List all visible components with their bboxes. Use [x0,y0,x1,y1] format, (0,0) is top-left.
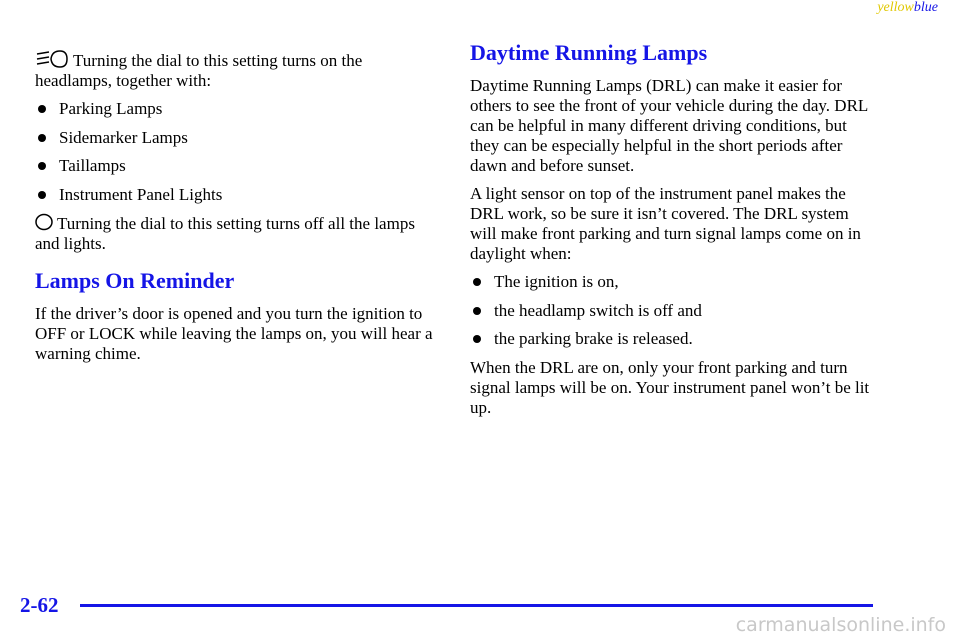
right-bullets: The ignition is on, the headlamp switch … [470,272,870,349]
intro-paragraph: Turning the dial to this setting turns o… [35,50,435,91]
right-column: Daytime Running Lamps Daytime Running La… [470,40,870,426]
paragraph: A light sensor on top of the instrument … [470,184,861,263]
section-heading: Daytime Running Lamps [470,40,708,65]
bullet-item: the headlamp switch is off and [470,301,870,321]
header: yellowblue [877,0,938,16]
intro-text: Turning the dial to this setting turns o… [35,51,363,90]
headlamp-icon [36,50,68,68]
left-bullets: Parking Lamps Sidemarker Lamps Taillamps… [35,99,435,205]
section-heading: Lamps On Reminder [35,268,235,293]
paragraph: Daytime Running Lamps (DRL) can make it … [470,76,868,175]
paragraph: When the DRL are on, only your front par… [470,357,870,417]
bullet-item: the parking brake is released. [470,329,870,349]
header-blue: blue [913,0,938,15]
bullet-item: Instrument Panel Lights [35,185,435,205]
page-number: 2-62 [20,593,59,617]
footer-rule [80,604,873,607]
bullet-item: The ignition is on, [470,272,870,292]
bullet-item: Taillamps [35,156,435,176]
off-icon [35,213,53,231]
paragraph: If the driver’s door is opened and you t… [35,304,433,363]
off-paragraph: Turning the dial to this setting turns o… [35,213,435,254]
off-text: Turning the dial to this setting turns o… [35,214,415,253]
bullet-item: Sidemarker Lamps [35,128,435,148]
header-yellow: yellow [877,0,914,15]
left-column: Turning the dial to this setting turns o… [35,50,435,372]
watermark: carmanualsonline.info [735,614,946,636]
bullet-item: Parking Lamps [35,99,435,119]
